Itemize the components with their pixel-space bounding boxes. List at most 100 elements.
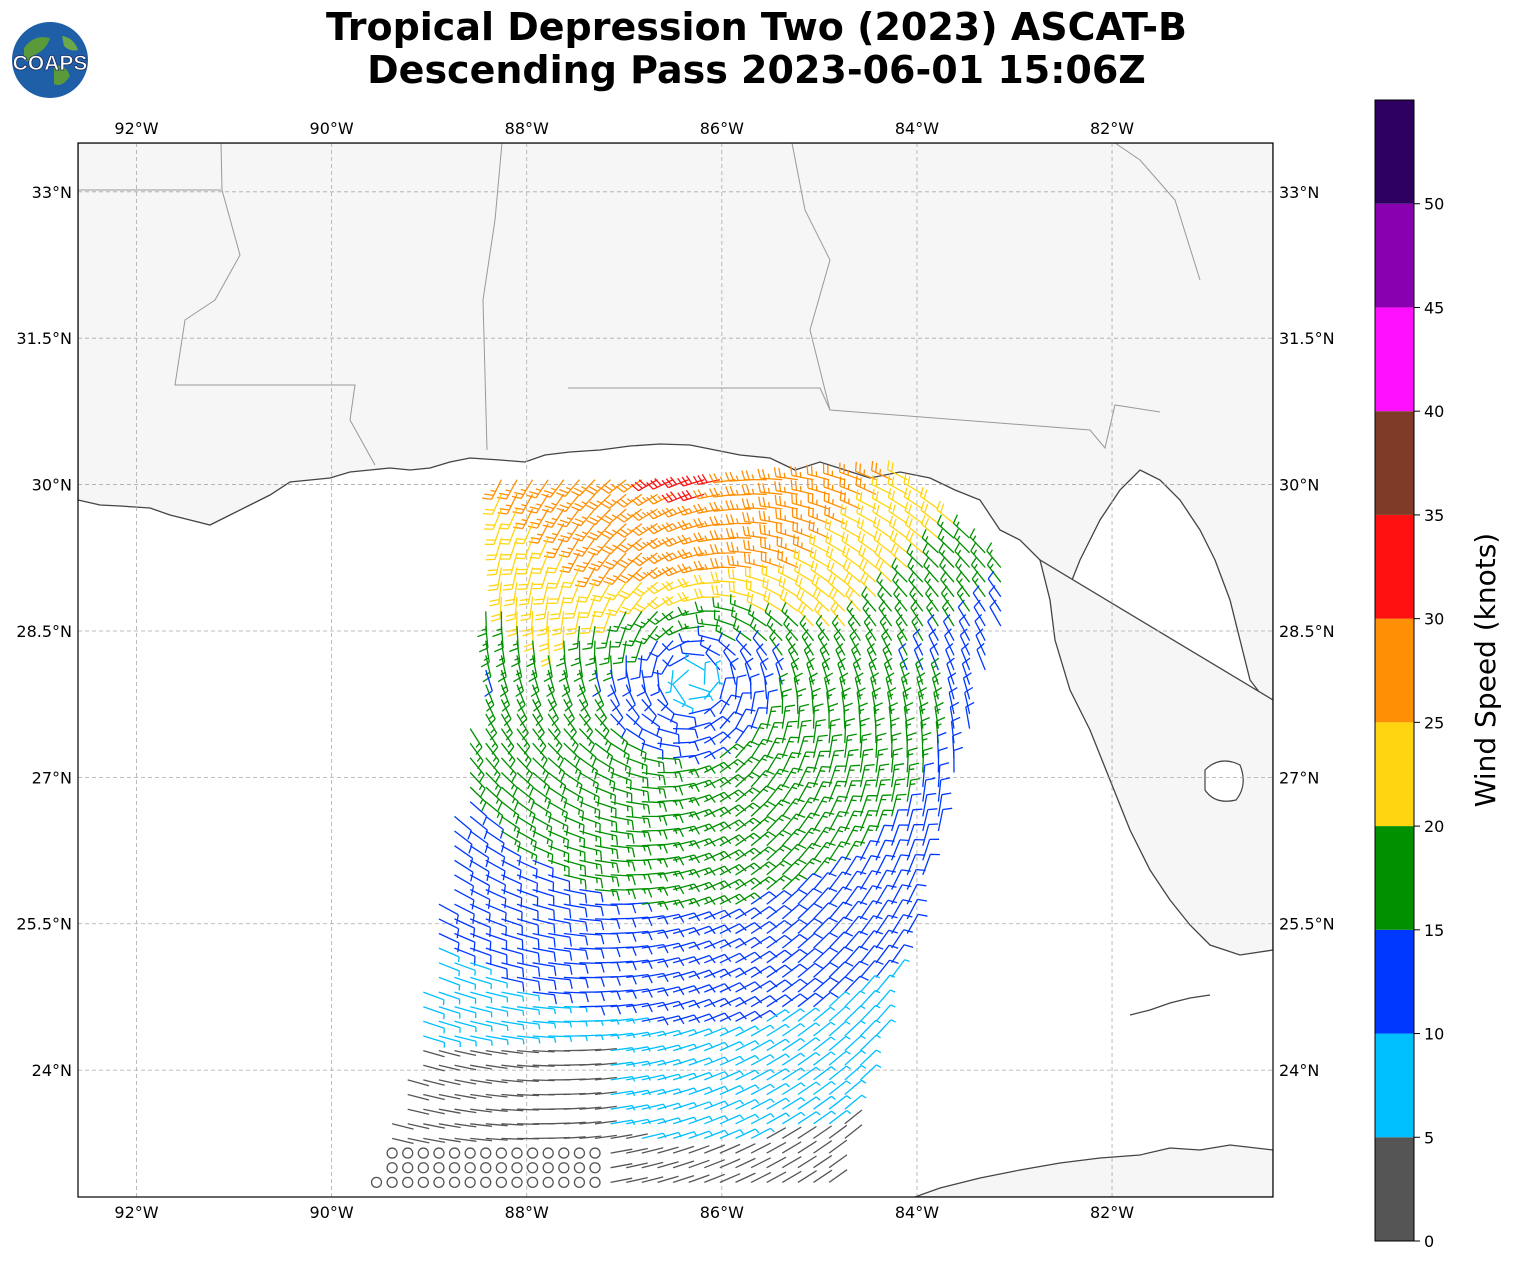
wind-barb [725,528,752,539]
wind-barb [766,616,783,642]
wind-barb [922,762,935,788]
lat-tick-left-6: 24°N [32,1061,72,1080]
wind-barb [559,552,580,573]
wind-barb [904,515,924,539]
wind-barb [813,1066,836,1081]
wind-barb [719,952,747,964]
wind-barb [719,834,747,847]
wind-barb [646,523,674,535]
wind-barb [828,1124,848,1139]
wind-barb [485,1006,509,1017]
wind-barb [688,1042,714,1052]
wind-barb [766,1038,790,1052]
wind-barb [777,549,799,569]
logo-text: COAPS [13,52,88,75]
wind-barb [532,742,548,769]
wind-barb [516,1049,539,1054]
wind-barb [887,474,908,495]
wind-barb [469,786,487,812]
wind-barb [781,1097,806,1110]
wind-barb [579,1077,602,1081]
wind-barb [513,508,534,530]
wind-barb [546,567,565,589]
wind-barb [955,556,971,583]
wind-barb [859,748,874,773]
wind-barb [766,768,789,788]
wind-barb [454,903,475,924]
wind-barb [501,962,525,978]
wind-barb [677,475,705,487]
wind-barb [522,611,534,637]
wind-barb [905,529,924,554]
wind-barb [594,698,608,726]
wind-barb [469,772,486,798]
wind-barb [626,1147,648,1154]
wind-barb [501,1049,524,1055]
wind-barb [719,1158,741,1169]
wind-barb [749,617,768,642]
wind-barb [890,793,907,817]
wind-barb [423,1123,446,1129]
wind-barb [423,1108,445,1115]
wind-barb [776,535,799,554]
wind-barb [602,552,627,570]
state-border-ga-fl [1114,143,1201,281]
wind-barb [961,657,971,685]
wind-barb [641,987,669,997]
wind-barb [719,1026,744,1037]
wind-barb [601,537,627,555]
wind-barb [797,842,822,861]
colorbar-bin-4 [1375,722,1414,827]
wind-barb [438,1020,461,1033]
wind-barb-calm [417,1147,429,1159]
wind-barb [812,703,824,729]
wind-barb [833,628,846,656]
wind-barb [469,874,491,895]
wind-barb [750,831,777,847]
wind-barb [679,643,705,657]
wind-barb [501,1093,524,1097]
wind-barb [548,962,573,975]
wind-barb [764,673,774,700]
wind-barb [797,1066,821,1081]
wind-barb [673,727,699,739]
wind-barb [563,918,588,932]
wind-barb [610,742,630,765]
wind-barb [839,462,861,481]
wind-barb [928,628,939,656]
wind-barb [692,473,721,486]
wind-barb-calm [448,1162,461,1174]
wind-barb [563,888,588,904]
wind-barb [797,857,822,876]
wind-barb [677,549,705,560]
wind-barb [469,889,491,909]
wind-barb [859,733,872,758]
wind-barb [824,518,846,539]
wind-barb [579,932,605,945]
wind-barb [558,537,580,558]
wind-barb [469,903,491,923]
wind-barb [797,797,820,817]
wind-barb [799,615,815,642]
wind-barb-calm [558,1162,570,1174]
wind-barb [797,812,820,832]
wind-barb [855,489,877,510]
wind-barb [594,859,620,873]
wind-barb [766,737,786,759]
wind-barb [610,757,631,778]
wind-barb [781,813,806,832]
wind-barb [661,507,689,518]
wind-barb [930,657,940,685]
wind-barb [657,913,685,923]
wind-barb [532,1049,555,1053]
wind-barb [797,933,823,949]
wind-barb [844,915,868,934]
wind-barb [709,557,736,569]
wind-barb [485,976,508,989]
wind-barb-calm [589,1162,601,1174]
wind-barb [888,515,908,539]
wind-barb [641,713,661,737]
wind-barb [781,704,796,729]
wind-barb [906,913,928,934]
wind-barb [485,1123,508,1127]
